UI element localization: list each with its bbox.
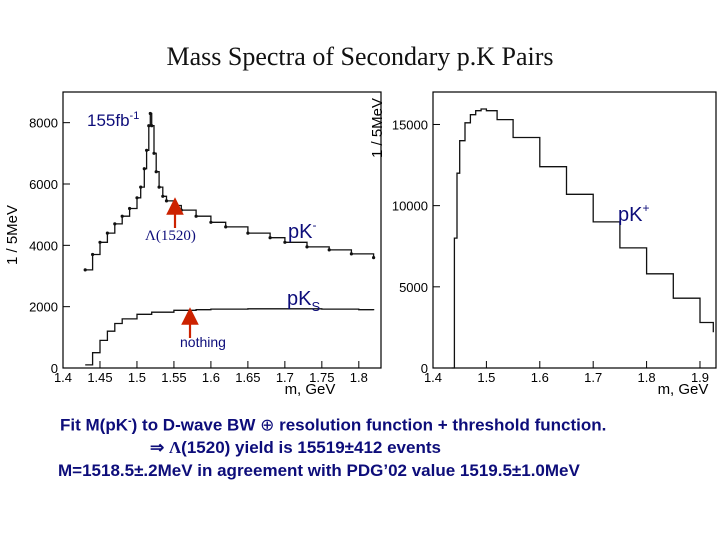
pk-minus-data-point: [135, 196, 139, 200]
left-x-tick-label: 1.55: [161, 370, 186, 385]
pk-minus-data-point: [150, 124, 154, 128]
right-x-tick-label: 1.8: [638, 370, 656, 385]
pks-label: pKS: [287, 288, 320, 314]
pk-minus-data-point: [246, 231, 250, 235]
left-x-tick-label: 1.6: [202, 370, 220, 385]
pk-minus-data-point: [147, 124, 151, 128]
left-y-tick-label: 6000: [29, 177, 58, 192]
left-x-tick-label: 1.65: [235, 370, 260, 385]
left-y-tick-label: 4000: [29, 238, 58, 253]
left-y-tick-label: 0: [51, 361, 58, 376]
pk-minus-data-point: [268, 236, 272, 240]
pk-minus-data-point: [105, 231, 109, 235]
conclusion-line-3: M=1518.5±.2MeV in agreement with PDG’02 …: [58, 461, 580, 480]
left-x-label: m, GeV: [285, 381, 336, 398]
nothing-label: nothing: [180, 334, 226, 350]
lambda-label: Λ(1520): [145, 228, 196, 244]
pk-minus-data-point: [128, 206, 132, 211]
left-series-line-pks: [85, 308, 375, 366]
right-y-label: 1 / 5MeV: [369, 98, 386, 158]
pk-minus-data-point: [161, 194, 165, 198]
right-x-tick-label: 1.7: [584, 370, 602, 385]
pk-minus-data-point: [283, 240, 287, 244]
right-x-axis: 1.4 1.5 1.6 1.7 1.8 1.9: [424, 361, 709, 385]
conclusion-line-1: Fit M(pK-) to D-wave BW ⊕ resolution fun…: [60, 415, 607, 435]
left-series-line-pk-: [85, 112, 375, 271]
pk-minus-data-point: [194, 214, 198, 218]
pk-minus-data-point: [142, 167, 146, 171]
left-y-tick-label: 2000: [29, 300, 58, 315]
pk-minus-data-point: [120, 214, 124, 218]
right-x-tick-label: 1.9: [691, 370, 709, 385]
luminosity-label: 155fb-1: [87, 110, 139, 130]
pk-minus-data-point: [209, 220, 213, 224]
pk-plus-label: pK+: [618, 201, 649, 226]
right-y-tick-label: 15000: [392, 117, 428, 132]
left-x-tick-label: 1.8: [350, 370, 368, 385]
right-x-tick-label: 1.6: [531, 370, 549, 385]
pk-minus-data-point: [91, 252, 95, 257]
pk-minus-data-point: [327, 248, 331, 252]
right-x-label: m, GeV: [658, 381, 709, 398]
right-y-tick-label: 5000: [399, 280, 428, 295]
pk-minus-data-point: [305, 245, 309, 249]
left-y-label: 1 / 5MeV: [4, 205, 21, 265]
right-series-line-pk-: [451, 108, 714, 369]
left-x-tick-label: 1.7: [276, 370, 294, 385]
left-x-tick-label: 1.5: [128, 370, 146, 385]
left-x-tick-label: 1.45: [87, 370, 112, 385]
slide-title: Mass Spectra of Secondary p.K Pairs: [166, 42, 554, 71]
left-series-group: [83, 111, 376, 366]
pk-minus-data-point: [83, 268, 87, 272]
pk-minus-data-point: [152, 151, 156, 155]
right-y-tick-label: 10000: [392, 199, 428, 214]
pk-minus-data-point: [139, 185, 143, 189]
right-mass-plot: 1.4 1.5 1.6 1.7 1.8 1.9 0 5000 10000 15000 1 / 5…: [369, 91, 717, 398]
pk-minus-data-point: [148, 111, 152, 116]
pk-minus-data-point: [164, 199, 169, 203]
pk-minus-data-point: [113, 222, 117, 226]
left-y-tick-label: 8000: [29, 116, 58, 131]
pk-minus-label: pK-: [288, 218, 316, 243]
left-x-axis: 1.4 1.45 1.5 1.55 1.6 1.65 1.7 1.75 1.8: [54, 361, 368, 385]
pk-minus-data-point: [372, 256, 376, 260]
left-x-tick-label: 1.75: [309, 370, 334, 385]
pk-minus-data-point: [179, 208, 183, 212]
pk-minus-data-point: [145, 148, 149, 152]
left-plot-frame: [62, 91, 382, 369]
pk-minus-data-point: [154, 170, 158, 174]
right-x-tick-label: 1.5: [477, 370, 495, 385]
right-y-tick-label: 0: [421, 361, 428, 376]
pk-minus-data-point: [157, 185, 161, 189]
conclusion-line-2: ⇒ Λ(1520) yield is 15519±412 events: [150, 438, 441, 457]
left-mass-plot: 1.4 1.45 1.5 1.55 1.6 1.65 1.7 1.75 1.8 0 2000 400…: [4, 91, 382, 398]
left-y-axis: 0 2000 4000 6000 8000: [29, 116, 70, 376]
right-x-tick-label: 1.4: [424, 370, 442, 385]
pk-minus-data-point: [98, 240, 102, 244]
right-plot-frame: [432, 91, 717, 369]
right-y-axis: 0 5000 10000 15000: [392, 117, 440, 376]
left-x-tick-label: 1.4: [54, 370, 72, 385]
pk-minus-data-point: [349, 252, 353, 256]
pk-minus-data-point: [224, 225, 228, 229]
right-series-group: [451, 108, 714, 369]
